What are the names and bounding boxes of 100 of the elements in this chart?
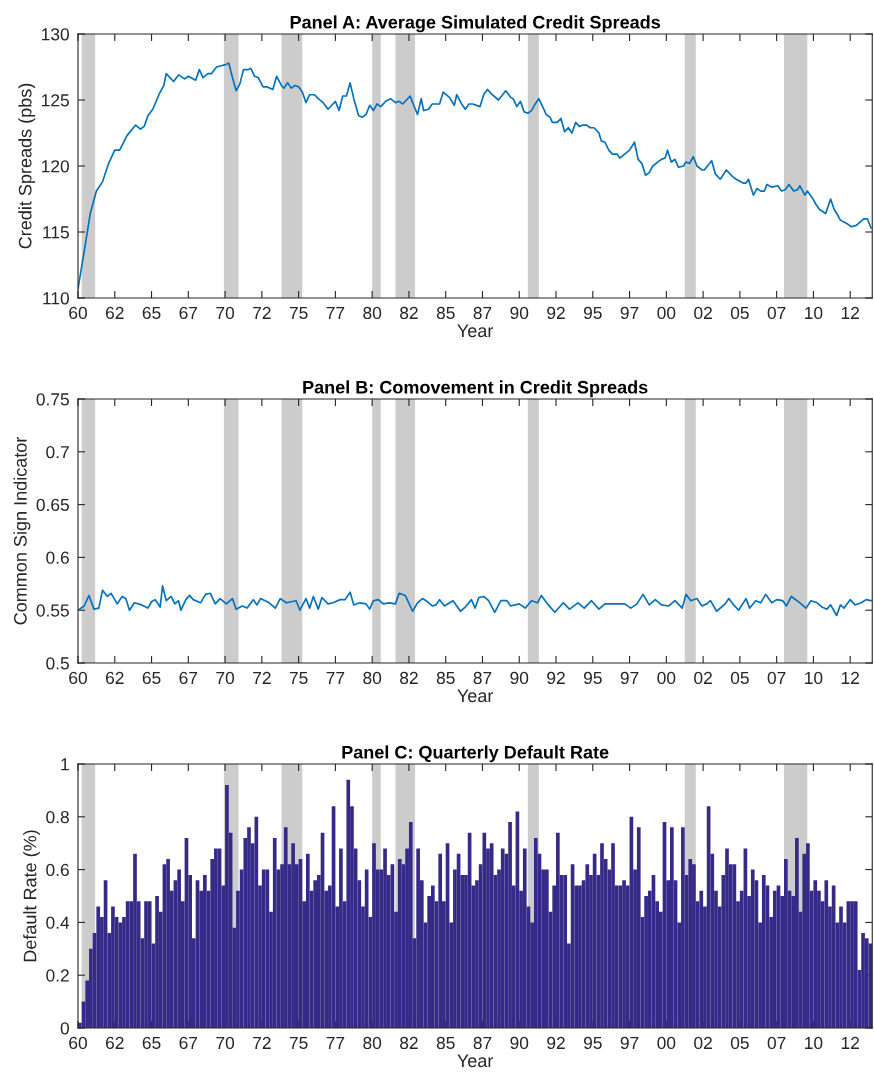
x-tick-label: 00 xyxy=(657,671,676,685)
x-tick-label: 92 xyxy=(547,671,565,685)
x-tick-label: 87 xyxy=(473,1036,492,1050)
x-tick-label: 85 xyxy=(436,1036,455,1050)
bar xyxy=(563,874,568,1028)
bar xyxy=(397,859,402,1028)
x-tick-label: 82 xyxy=(400,1036,418,1050)
bar xyxy=(416,848,420,1028)
bar xyxy=(670,827,674,1028)
bar xyxy=(261,869,266,1028)
bar xyxy=(861,932,865,1028)
bar xyxy=(431,885,435,1028)
y-tick-label: 0.8 xyxy=(46,810,69,824)
x-tick-label: 00 xyxy=(657,306,676,320)
x-tick-label: 90 xyxy=(510,1036,529,1050)
x-tick-label: 65 xyxy=(142,306,161,320)
bar xyxy=(225,785,229,1028)
bar xyxy=(166,859,170,1028)
x-tick-label: 70 xyxy=(216,1036,235,1050)
x-tick-label: 97 xyxy=(620,671,639,685)
bar xyxy=(408,822,413,1028)
x-tick-label: 07 xyxy=(767,306,786,320)
x-tick-label: 12 xyxy=(841,671,859,684)
bar xyxy=(305,853,310,1028)
chart-title: Panel C: Quarterly Default Rate xyxy=(342,745,609,763)
y-tick-label: 1 xyxy=(61,758,69,771)
x-tick-label: 05 xyxy=(730,306,749,320)
x-tick-label: 97 xyxy=(620,306,639,320)
y-axis-title: Default Rate (%) xyxy=(23,830,40,962)
x-tick-label: 65 xyxy=(142,1036,161,1050)
x-tick-label: 02 xyxy=(694,671,712,685)
bar xyxy=(482,832,487,1028)
bar xyxy=(177,869,181,1028)
bar xyxy=(372,843,376,1028)
bar xyxy=(688,859,693,1028)
x-tick-label: 12 xyxy=(841,306,859,319)
bar xyxy=(699,890,704,1028)
x-tick-label: 02 xyxy=(694,1036,712,1050)
bar xyxy=(806,843,810,1028)
x-tick-label: 10 xyxy=(805,306,823,320)
bar xyxy=(750,869,755,1028)
y-tick-label: 0.55 xyxy=(36,604,69,617)
y-tick-label: 0.75 xyxy=(36,393,69,406)
x-tick-label: 97 xyxy=(620,1036,639,1050)
bar xyxy=(544,869,549,1028)
x-axis-title: Year xyxy=(457,689,494,703)
bar xyxy=(147,901,152,1028)
x-tick-label: 75 xyxy=(289,1036,308,1050)
x-tick-label: 10 xyxy=(805,671,823,685)
bar xyxy=(283,827,288,1028)
y-tick-label: 125 xyxy=(42,94,69,107)
y-tick-label: 0.2 xyxy=(46,969,69,982)
x-tick-label: 85 xyxy=(436,306,455,320)
chart-title: Panel B: Comovement in Credit Spreads xyxy=(303,380,648,398)
x-tick-label: 60 xyxy=(69,671,87,685)
bar xyxy=(556,832,560,1028)
bar xyxy=(203,874,207,1028)
x-tick-label: 92 xyxy=(547,1036,565,1050)
bar xyxy=(500,848,505,1028)
x-tick-label: 00 xyxy=(657,1036,676,1050)
x-tick-label: 87 xyxy=(473,671,492,685)
x-tick-label: 67 xyxy=(179,1036,198,1050)
x-tick-label: 92 xyxy=(547,306,565,320)
bar xyxy=(133,853,137,1028)
y-tick-label: 0.6 xyxy=(46,863,69,877)
x-tick-label: 82 xyxy=(400,306,418,320)
bar xyxy=(489,843,494,1028)
x-tick-label: 95 xyxy=(583,1036,602,1050)
y-tick-label: 0 xyxy=(60,1022,69,1035)
x-tick-label: 72 xyxy=(253,671,271,684)
bar xyxy=(850,901,854,1028)
x-tick-label: 80 xyxy=(363,306,382,320)
bar xyxy=(622,880,626,1028)
x-tick-label: 75 xyxy=(289,306,308,320)
x-tick-label: 80 xyxy=(363,671,382,685)
x-tick-label: 80 xyxy=(363,1036,382,1050)
x-tick-label: 77 xyxy=(326,306,345,319)
y-tick-label: 0.4 xyxy=(46,916,70,929)
x-tick-label: 85 xyxy=(436,671,455,685)
x-tick-label: 82 xyxy=(400,671,418,685)
x-tick-label: 05 xyxy=(730,671,749,685)
y-tick-label: 115 xyxy=(43,226,69,239)
y-tick-label: 120 xyxy=(42,160,69,173)
y-tick-label: 110 xyxy=(43,292,69,305)
x-tick-label: 05 xyxy=(730,1036,749,1050)
x-tick-label: 12 xyxy=(841,1036,859,1049)
x-axis-title: Year xyxy=(457,324,494,338)
x-tick-label: 62 xyxy=(106,1036,124,1050)
y-tick-label: 0.7 xyxy=(46,445,69,459)
x-tick-label: 65 xyxy=(142,671,161,685)
x-tick-label: 62 xyxy=(106,306,124,320)
y-tick-label: 130 xyxy=(42,28,69,41)
x-tick-label: 90 xyxy=(510,671,529,685)
line-series xyxy=(78,585,872,617)
bar xyxy=(272,837,277,1028)
bar xyxy=(853,901,858,1028)
x-tick-label: 70 xyxy=(216,671,235,685)
bar xyxy=(813,880,818,1028)
chart-title: Panel A: Average Simulated Credit Spreads xyxy=(290,15,661,33)
x-tick-label: 07 xyxy=(767,1036,786,1050)
